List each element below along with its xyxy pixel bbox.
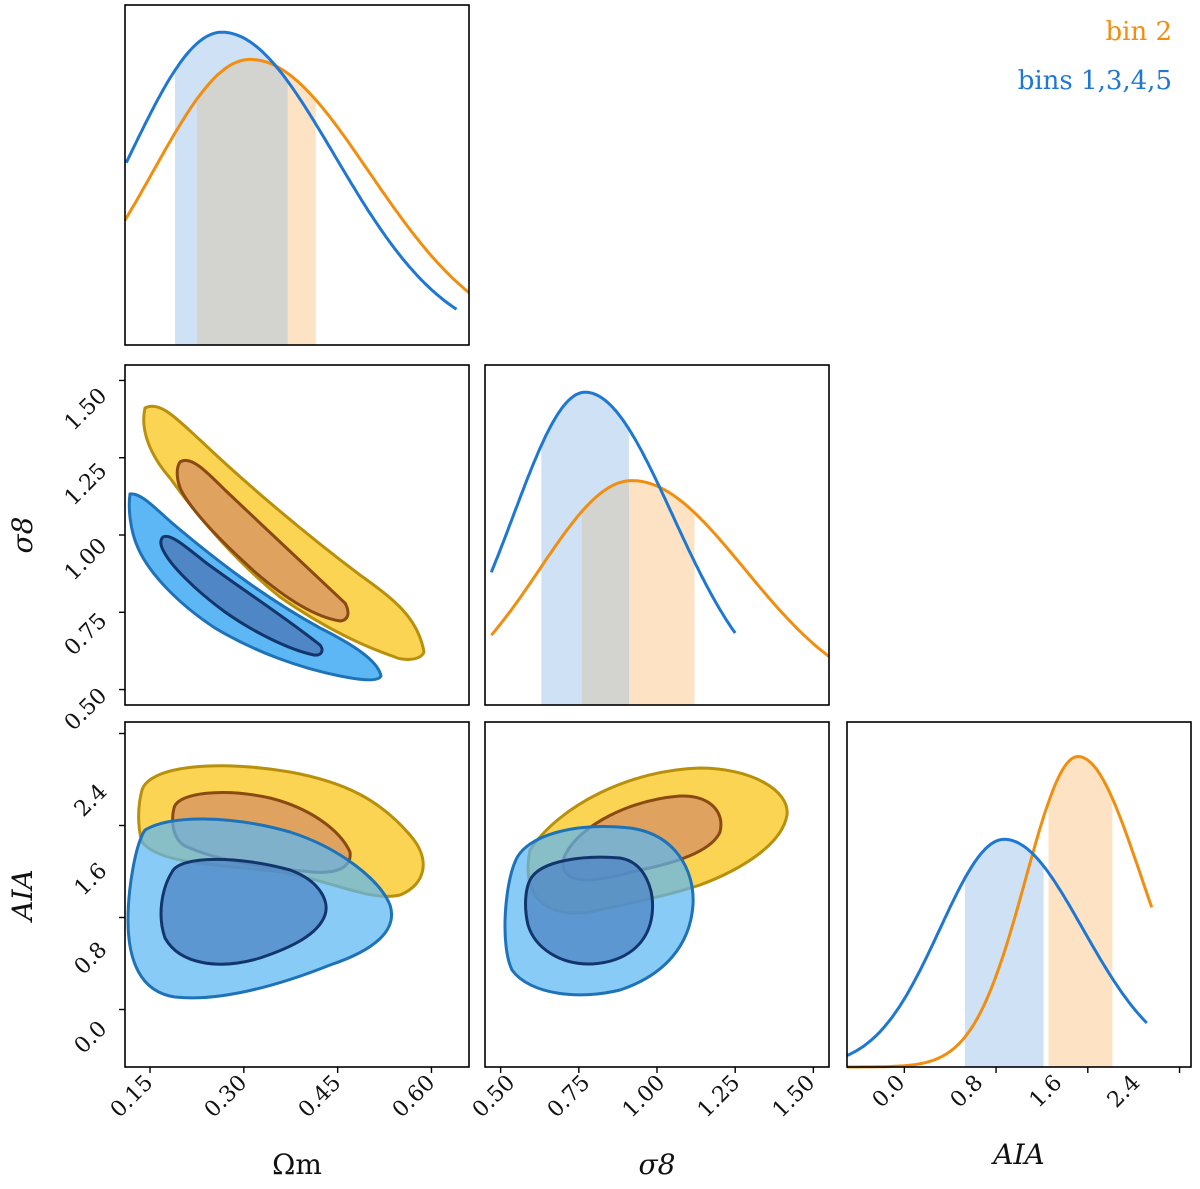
panel-omega-m-a-ia [124, 721, 470, 1068]
tick-label: 1.50 [768, 1071, 820, 1123]
bins-marginal-curve [846, 837, 1148, 1057]
bins-contour-inner [159, 857, 328, 966]
tick-label: 1.00 [618, 1071, 670, 1123]
panel-omega-m-marginal [123, 4, 470, 346]
bins-marginal-curve [124, 30, 458, 311]
panel-frame [846, 721, 1192, 1068]
bins-marginal-curve [489, 390, 737, 634]
a-ia-x-tick-labels: 0.0 0.8 1.6 2.4 [868, 1071, 1145, 1113]
tick-label: 0.50 [468, 1071, 520, 1123]
overlap-interval-fill [581, 480, 629, 705]
tick-label: 0.0 [70, 1017, 112, 1059]
sigma8-y-tick-labels: 0.50 0.75 1.00 1.25 1.50 [60, 384, 112, 736]
panel-omega-m-sigma8 [124, 364, 470, 706]
tick-label: 0.60 [388, 1071, 440, 1123]
tick-label: 0.8 [946, 1071, 988, 1113]
tick-label: 0.50 [60, 684, 112, 736]
tick-label: 2.4 [1103, 1071, 1145, 1113]
tick-label: 0.30 [200, 1071, 252, 1123]
panel-sigma8-marginal [484, 364, 830, 706]
tick-label: 1.25 [693, 1071, 745, 1123]
tick-label: 0.0 [868, 1071, 910, 1113]
bins-contour-outer [127, 492, 383, 682]
panel-a-ia-marginal [846, 721, 1192, 1069]
tick-label: 2.4 [70, 780, 112, 822]
panel-frame [124, 721, 470, 1068]
panel-sigma8-a-ia [484, 721, 830, 1068]
bin2-contour-inner [175, 458, 350, 623]
sigma8-x-tick-labels: 0.50 0.75 1.00 1.25 1.50 [468, 1071, 820, 1123]
ticks [119, 379, 1181, 1073]
legend: bin 2 bins 1,3,4,5 [1018, 17, 1172, 96]
bin2-marginal-curve [847, 754, 1154, 1069]
tick-label: 1.00 [60, 534, 112, 586]
a-ia-x-axis-title: AIA [990, 1138, 1045, 1171]
tick-label: 0.75 [543, 1071, 595, 1123]
tick-label: 0.75 [60, 609, 112, 661]
bins-contour-inner [159, 534, 324, 657]
tick-label: 1.25 [60, 459, 112, 511]
bins-contour-inner [524, 855, 655, 966]
panel-frame [124, 4, 470, 346]
tick-label: 1.50 [60, 384, 112, 436]
omega-m-axis-title: Ωm [272, 1148, 322, 1181]
legend-label-bin2: bin 2 [1105, 17, 1172, 47]
a-ia-y-tick-labels: 0.0 0.8 1.6 2.4 [70, 780, 112, 1059]
tick-label: 1.6 [70, 859, 112, 901]
a-ia-y-axis-title: AIA [6, 869, 39, 924]
omega-m-x-tick-labels: 0.15 0.30 0.45 0.60 [106, 1071, 440, 1123]
tick-label: 1.6 [1025, 1071, 1067, 1113]
tick-label: 0.8 [70, 938, 112, 980]
tick-label: 0.45 [294, 1071, 346, 1123]
tick-label: 0.15 [106, 1071, 158, 1123]
sigma8-y-axis-title: σ8 [6, 517, 39, 554]
bin2-interval-fill [1048, 756, 1113, 1067]
sigma8-x-axis-title: σ8 [639, 1148, 676, 1181]
bin2-marginal-curve [123, 57, 470, 294]
panel-frame [484, 364, 830, 706]
legend-label-bins-other: bins 1,3,4,5 [1018, 66, 1172, 96]
overlap-interval-fill [196, 59, 288, 346]
